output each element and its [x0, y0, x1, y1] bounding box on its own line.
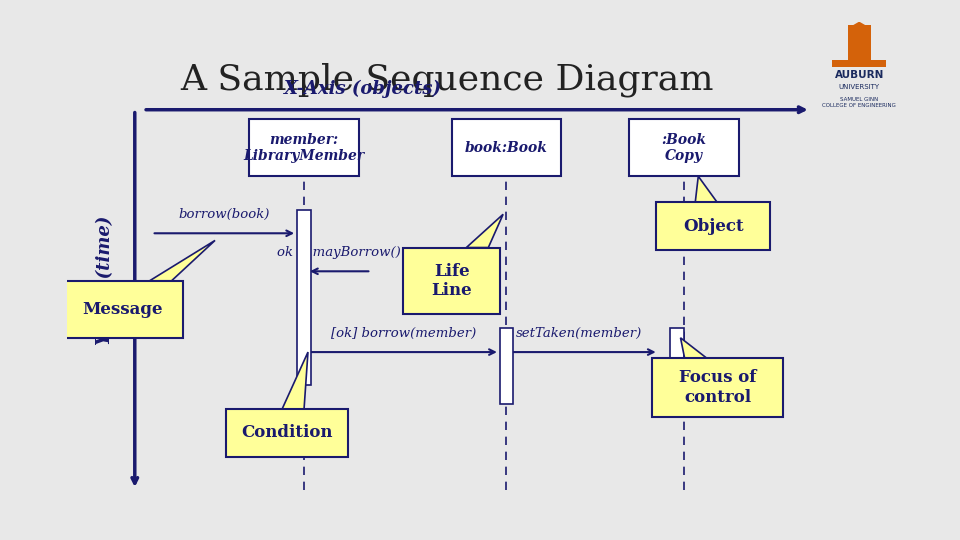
FancyBboxPatch shape	[451, 119, 562, 176]
Text: member:
LibraryMember: member: LibraryMember	[243, 133, 364, 163]
FancyBboxPatch shape	[832, 60, 886, 68]
FancyBboxPatch shape	[848, 25, 871, 63]
FancyBboxPatch shape	[500, 328, 514, 404]
Polygon shape	[852, 22, 866, 25]
Text: X-Axis (objects): X-Axis (objects)	[284, 79, 442, 98]
Text: A Sample Sequence Diagram: A Sample Sequence Diagram	[180, 62, 714, 97]
Polygon shape	[150, 240, 215, 281]
Text: Object: Object	[684, 218, 744, 235]
FancyBboxPatch shape	[670, 328, 684, 404]
FancyBboxPatch shape	[629, 119, 739, 176]
Polygon shape	[681, 338, 707, 358]
FancyBboxPatch shape	[652, 358, 783, 417]
Polygon shape	[695, 176, 717, 202]
FancyBboxPatch shape	[249, 119, 359, 176]
Text: [ok] borrow(member): [ok] borrow(member)	[331, 327, 476, 340]
Text: AUBURN: AUBURN	[834, 70, 884, 80]
FancyBboxPatch shape	[226, 409, 348, 457]
FancyBboxPatch shape	[297, 210, 310, 386]
Text: Life
Line: Life Line	[431, 262, 472, 299]
Text: SAMUEL GINN
COLLEGE OF ENGINEERING: SAMUEL GINN COLLEGE OF ENGINEERING	[823, 97, 896, 108]
Text: :Book
Copy: :Book Copy	[661, 133, 707, 163]
Text: Condition: Condition	[241, 424, 332, 441]
Text: setTaken(member): setTaken(member)	[516, 327, 642, 340]
FancyBboxPatch shape	[60, 281, 183, 338]
Text: Y-Axis (time): Y-Axis (time)	[96, 216, 114, 346]
Text: borrow(book): borrow(book)	[179, 208, 270, 221]
Polygon shape	[467, 214, 503, 247]
Text: book:Book: book:Book	[465, 141, 548, 155]
Text: UNIVERSITY: UNIVERSITY	[839, 84, 879, 90]
FancyBboxPatch shape	[657, 202, 771, 250]
Text: ok = mayBorrow(): ok = mayBorrow()	[277, 246, 401, 259]
FancyBboxPatch shape	[403, 247, 500, 314]
Polygon shape	[282, 352, 308, 409]
Text: Focus of
control: Focus of control	[679, 369, 756, 406]
Text: Message: Message	[82, 301, 162, 318]
